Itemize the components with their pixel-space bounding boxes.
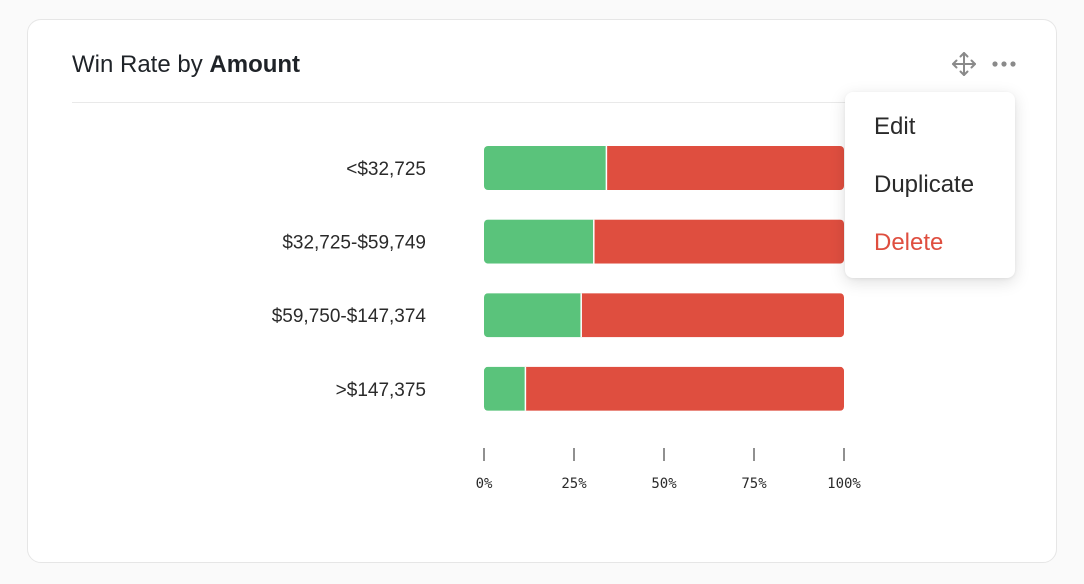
- bar-segment-won[interactable]: [484, 219, 594, 264]
- move-icon[interactable]: [950, 50, 978, 78]
- bar-segment-lost[interactable]: [593, 219, 844, 264]
- bar-separator: [580, 293, 582, 338]
- x-tick-label: 100%: [827, 476, 861, 492]
- bar-separator: [524, 366, 527, 411]
- bar-row: [484, 293, 844, 338]
- bar-row: [484, 366, 844, 411]
- bar-segment-won[interactable]: [484, 146, 607, 190]
- card-options-menu: Edit Duplicate Delete: [845, 92, 1015, 278]
- bar-segment-lost[interactable]: [525, 366, 844, 411]
- bar-segment-lost[interactable]: [606, 146, 844, 190]
- menu-item-delete[interactable]: Delete: [874, 229, 944, 256]
- bar-row: [484, 146, 844, 190]
- more-horizontal-icon[interactable]: [990, 52, 1018, 76]
- category-label: <$32,725: [346, 159, 426, 180]
- header-divider: [72, 102, 1014, 103]
- x-tick-label: 75%: [741, 476, 767, 492]
- x-tick-label: 25%: [561, 476, 587, 492]
- bar-segment-lost[interactable]: [581, 293, 844, 338]
- bar-separator: [593, 219, 595, 264]
- menu-item-duplicate[interactable]: Duplicate: [874, 171, 975, 198]
- bar-segment-won[interactable]: [484, 366, 526, 411]
- menu-item-edit[interactable]: Edit: [874, 113, 916, 140]
- category-label: >$147,375: [336, 380, 426, 401]
- bar-separator: [605, 146, 608, 190]
- card-title-bold: Amount: [209, 51, 301, 78]
- bar-segment-won[interactable]: [484, 293, 582, 338]
- x-tick-label: 50%: [651, 476, 677, 492]
- card-title-prefix: Win Rate by: [72, 51, 203, 78]
- bar-row: [484, 219, 844, 264]
- category-label: $59,750-$147,374: [272, 306, 427, 327]
- card-title: Win Rate by Amount: [72, 50, 300, 80]
- category-label: $32,725-$59,749: [282, 233, 426, 254]
- x-tick-label: 0%: [476, 476, 493, 492]
